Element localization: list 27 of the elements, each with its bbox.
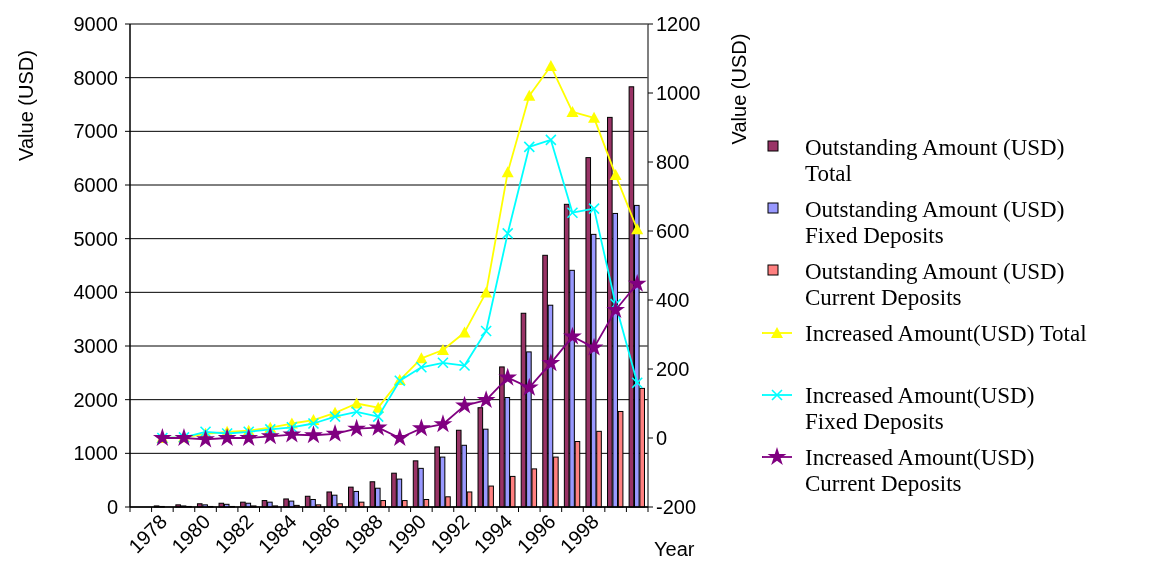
y2-tick-label: -200: [656, 496, 697, 518]
legend-label: Increased Amount(USD) Fixed Deposits: [805, 383, 1035, 434]
y-tick-label: 8000: [73, 66, 118, 89]
y2-tick-label: 800: [656, 151, 690, 173]
legend-label: Increased Amount(USD) Current Deposits: [805, 445, 1035, 496]
y-tick-label: 2000: [73, 388, 118, 411]
y-tick-label: 0: [106, 496, 118, 518]
legend-label: Outstanding Amount (USD) Total: [805, 135, 1065, 186]
y-tick-label: 5000: [73, 227, 118, 250]
y-tick-label: 7000: [73, 120, 118, 143]
y2-tick-label: 0: [656, 427, 668, 449]
y2-tick-label: 1000: [656, 82, 701, 104]
y2-tick-label: 200: [656, 358, 690, 380]
y2-tick-label: 600: [656, 220, 690, 242]
y-tick-label: 3000: [73, 335, 118, 357]
legend-label: Increased Amount(USD) Total: [805, 321, 1087, 346]
y-tick-label: 4000: [73, 281, 118, 304]
y-tick-label: 6000: [73, 174, 118, 196]
y2-tick-label: 400: [656, 289, 690, 311]
y-tick-label: 9000: [73, 13, 118, 35]
legend-label: Outstanding Amount (USD) Fixed Deposits: [805, 197, 1065, 248]
x-axis-title: Year: [654, 538, 695, 560]
y-tick-label: 1000: [73, 442, 118, 465]
legend-label: Outstanding Amount (USD) Current Deposits: [805, 259, 1065, 310]
y-axis-title: Value (USD): [15, 50, 37, 161]
y2-axis-title: Value (USD): [728, 33, 750, 145]
y2-tick-label: 1200: [656, 13, 701, 35]
